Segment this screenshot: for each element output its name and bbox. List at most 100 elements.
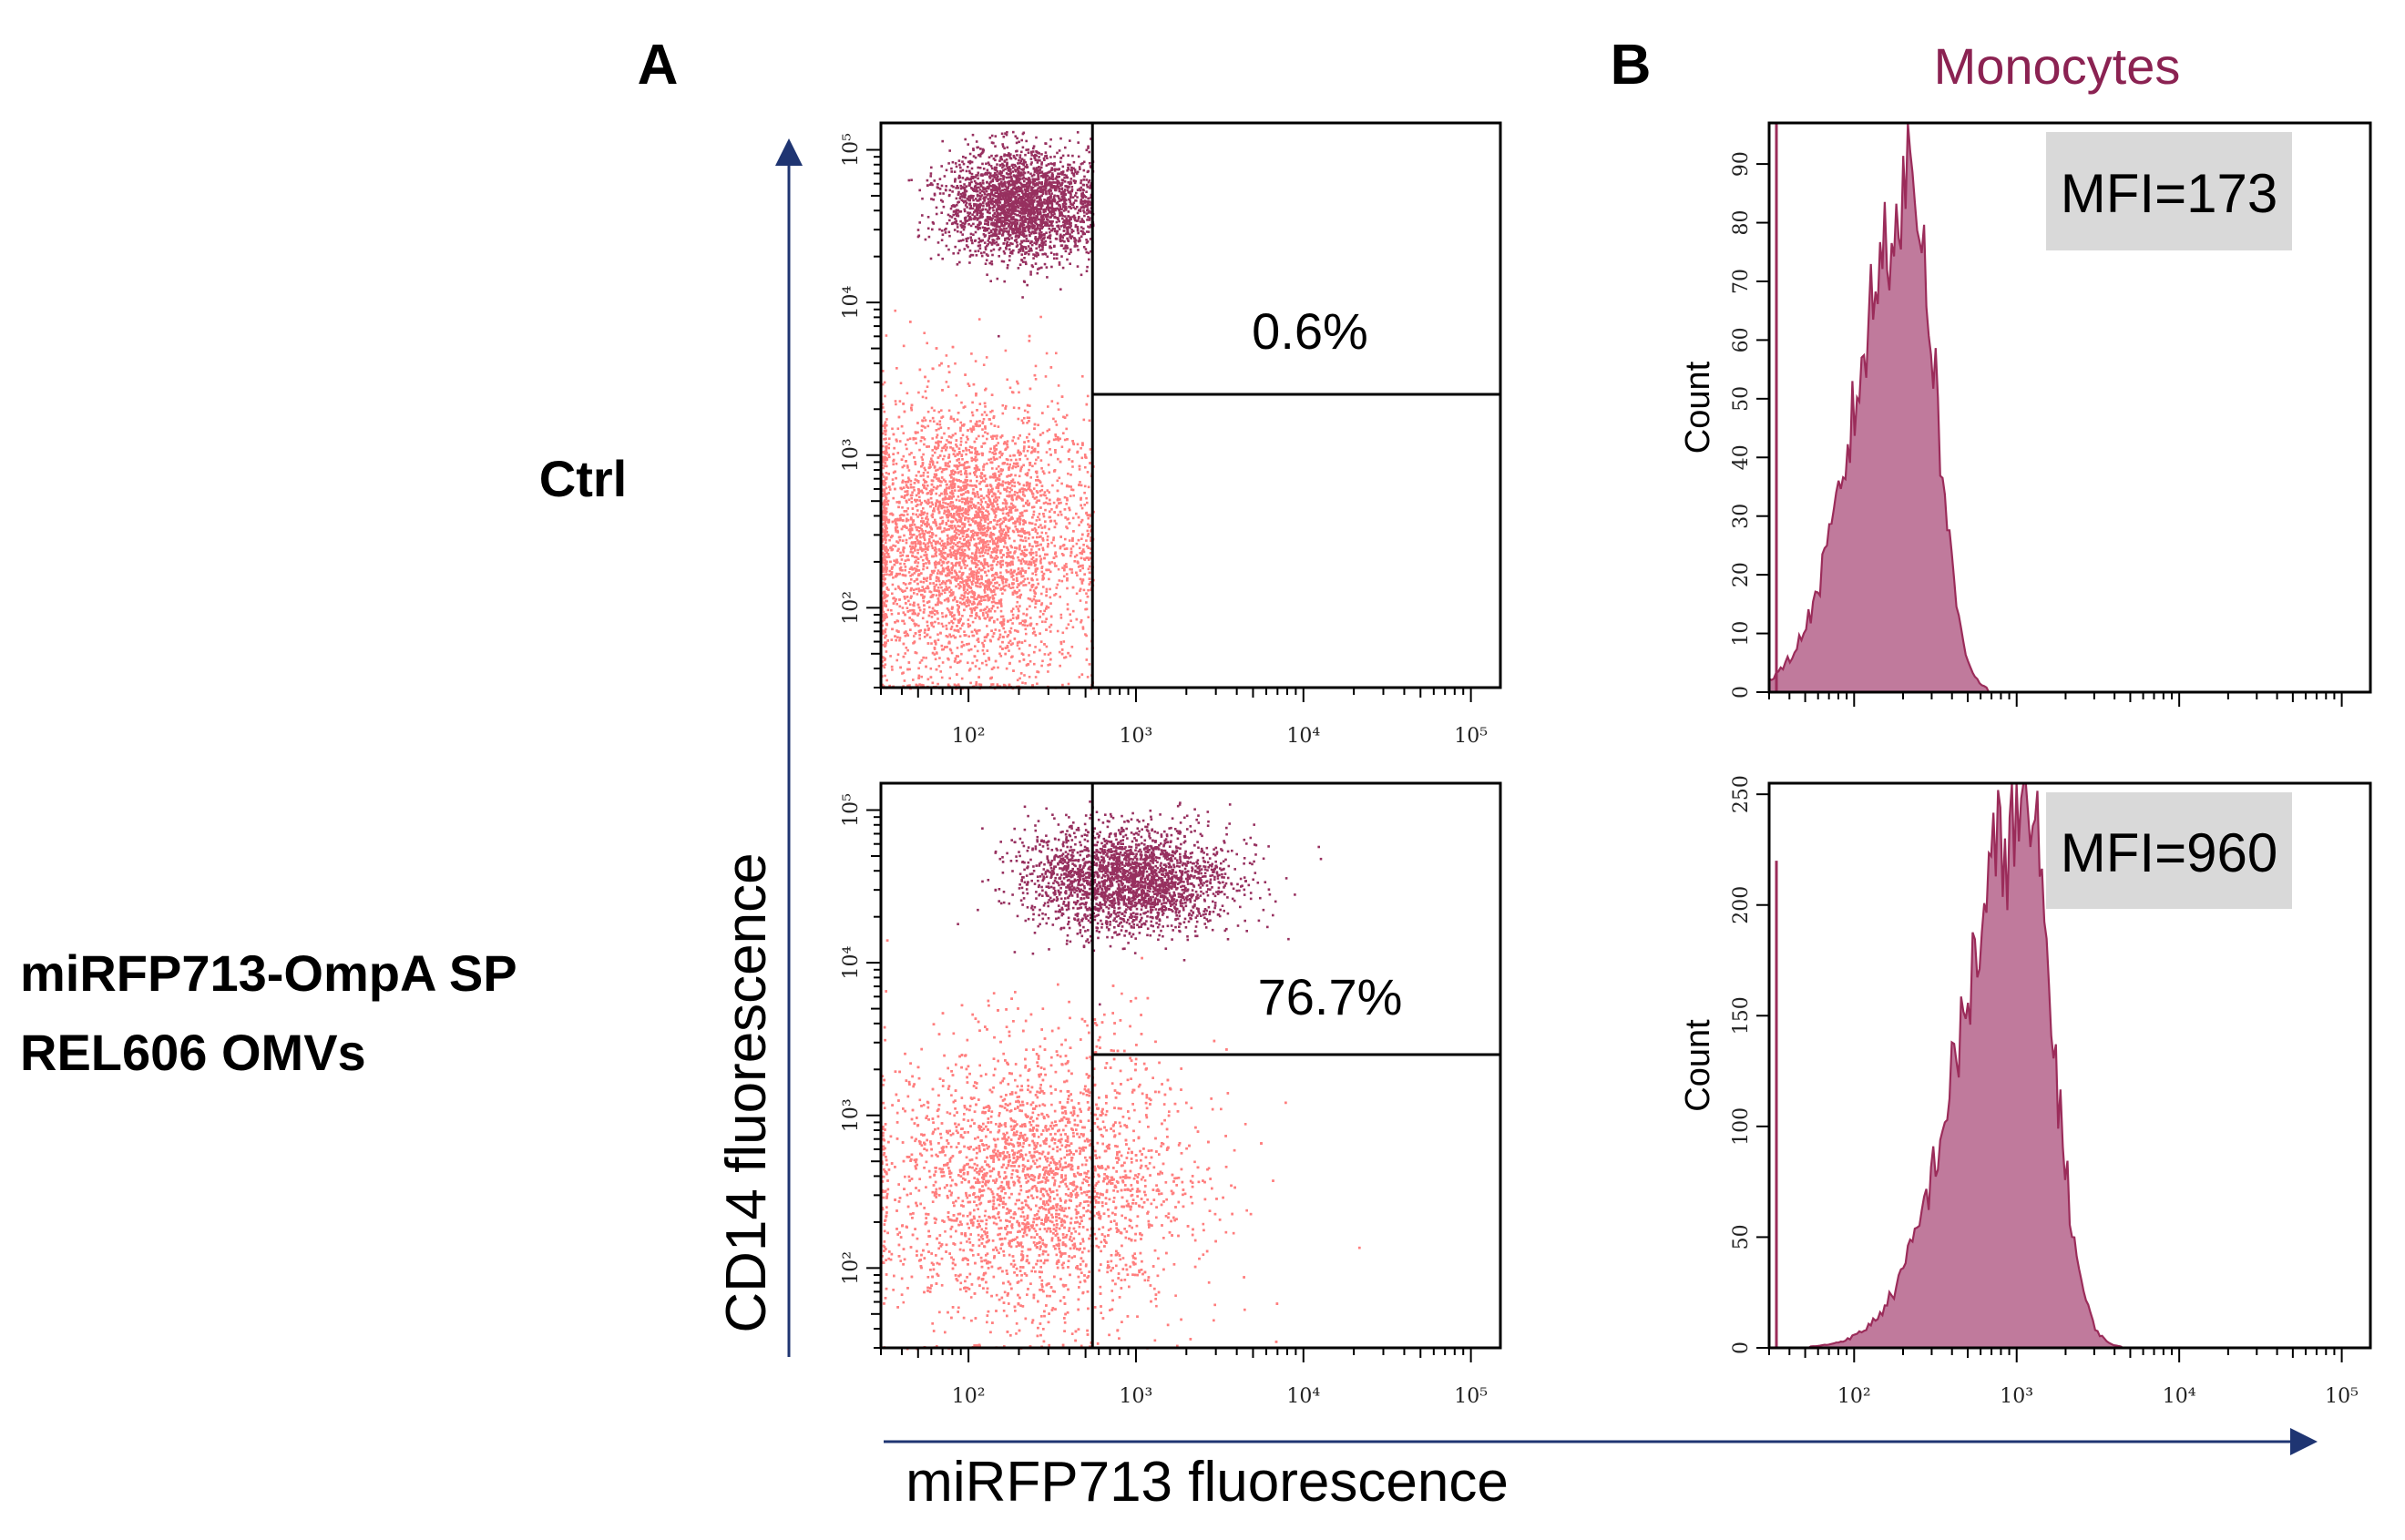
ctrl-dot-plot-point [895, 438, 898, 442]
ctrl-dot-plot-point [887, 518, 891, 522]
ctrl-dot-plot-point [997, 637, 1000, 641]
ctrl-dot-plot-point [902, 525, 905, 528]
ctrl-dot-plot-point [961, 488, 965, 492]
ctrl-dot-plot-point [932, 367, 935, 371]
ctrl-dot-plot-point [919, 629, 922, 632]
ctrl-dot-plot-point [984, 388, 987, 392]
ctrl-dot-plot-point [916, 551, 919, 555]
ctrl-dot-plot-point [903, 562, 906, 566]
ctrl-dot-plot-point [974, 450, 977, 454]
ctrl-dot-plot-point [993, 434, 996, 438]
ctrl-dot-plot-point [984, 580, 988, 583]
ctrl-dot-plot-point [952, 417, 955, 421]
ctrl-dot-plot-point [935, 487, 938, 490]
ctrl-dot-plot-point [967, 585, 970, 587]
ctrl-dot-plot-point [980, 476, 983, 479]
ctrl-dot-plot-point [1028, 581, 1030, 585]
ctrl-dot-plot-point [956, 514, 958, 516]
ctrl-dot-plot-point [1022, 658, 1026, 661]
ctrl-dot-plot-point [1039, 494, 1042, 497]
ctrl-dot-plot-point [959, 437, 963, 440]
ctrl-dot-plot-point [947, 365, 950, 368]
ctrl-dot-plot-point [973, 570, 976, 574]
ctrl-dot-plot-point [970, 451, 973, 454]
ctrl-dot-plot-point [1033, 447, 1037, 451]
ctrl-dot-plot-point [1084, 633, 1087, 636]
ctrl-dot-plot-point [937, 427, 940, 431]
ctrl-dot-plot-point [989, 457, 993, 461]
ctrl-dot-plot-point [937, 577, 940, 581]
ctrl-dot-plot-point [933, 609, 936, 612]
ctrl-dot-plot-point [881, 483, 885, 485]
ctrl-dot-plot-point [881, 527, 885, 531]
ctrl-dot-plot-point [979, 531, 982, 535]
ctrl-dot-plot-point [985, 586, 988, 588]
ctrl-dot-plot-point [947, 555, 949, 558]
ctrl-dot-plot-point [930, 624, 934, 627]
ctrl-dot-plot-point [904, 613, 906, 617]
ctrl-dot-plot-point [959, 429, 962, 433]
ctrl-dot-plot-point [937, 504, 941, 507]
ctrl-dot-plot-point [985, 413, 988, 417]
ctrl-dot-plot-point [1001, 582, 1005, 585]
ctrl-dot-plot-point [1005, 507, 1008, 511]
ctrl-dot-plot-point [1020, 581, 1023, 584]
ctrl-dot-plot-point [1028, 521, 1031, 525]
ctrl-dot-plot-point [944, 545, 947, 548]
ctrl-dot-plot-point [885, 567, 888, 571]
ctrl-dot-plot-point [934, 451, 936, 454]
ctrl-dot-plot-point [891, 478, 895, 481]
ctrl-dot-plot-point [893, 559, 895, 562]
ctrl-dot-plot-point [953, 483, 957, 485]
ctrl-dot-plot-point [954, 636, 957, 639]
ctrl-dot-plot-point [986, 437, 988, 441]
ctrl-dot-plot-point [971, 529, 975, 533]
ctrl-dot-plot-point [976, 458, 978, 462]
ctrl-dot-plot-point [965, 511, 967, 515]
ctrl-dot-plot-point [1008, 465, 1011, 469]
ctrl-dot-plot-point [1038, 479, 1041, 483]
ctrl-dot-plot-point [1018, 488, 1021, 492]
ctrl-dot-plot-point [978, 582, 982, 586]
ctrl-dot-plot-point [881, 660, 884, 663]
ctrl-dot-plot-point [1059, 501, 1062, 505]
ctrl-dot-plot-point [917, 674, 921, 678]
ctrl-dot-plot-point [1063, 438, 1067, 442]
ctrl-dot-plot-point [1053, 525, 1057, 529]
ctrl-dot-plot-point [976, 606, 978, 609]
ctrl-dot-plot-point [926, 380, 930, 382]
ctrl-dot-plot-point [881, 382, 885, 386]
ctrl-dot-plot-point [942, 501, 945, 505]
ctrl-dot-plot-point [996, 618, 999, 621]
ctrl-dot-plot-point [982, 565, 985, 567]
ctrl-dot-plot-point [943, 497, 947, 501]
ctrl-dot-plot-point [887, 521, 890, 524]
ctrl-dot-plot-point [998, 537, 1002, 540]
ctrl-dot-plot-point [956, 520, 959, 524]
ctrl-dot-plot-point [930, 616, 934, 618]
ctrl-dot-plot-point [882, 489, 885, 493]
ctrl-dot-plot-point [947, 371, 951, 373]
ctrl-dot-plot-point [1043, 491, 1047, 494]
ctrl-dot-plot-point [931, 449, 934, 452]
ctrl-dot-plot-point [955, 393, 958, 397]
ctrl-dot-plot-point [973, 554, 977, 557]
ctrl-dot-plot-point [935, 579, 938, 583]
ctrl-dot-plot-point [888, 485, 891, 488]
ctrl-dot-plot-point [1050, 508, 1053, 511]
ctrl-dot-plot-point [892, 602, 895, 605]
ctrl-dot-plot-point [1016, 528, 1019, 531]
ctrl-dot-plot-point [970, 590, 974, 594]
ctrl-dot-plot-point [1022, 493, 1025, 496]
ctrl-dot-plot-point [950, 483, 953, 485]
ctrl-dot-plot-point [1086, 394, 1090, 398]
ctrl-dot-plot-point [1024, 584, 1028, 586]
ctrl-dot-plot-point [928, 576, 932, 578]
ctrl-dot-plot-point [902, 432, 906, 434]
ctrl-dot-plot-point [895, 440, 898, 443]
ctrl-dot-plot-point [902, 519, 905, 522]
ctrl-dot-plot-point [985, 535, 988, 537]
ctrl-dot-plot-point [1027, 597, 1030, 600]
ctrl-dot-plot-point [920, 548, 924, 551]
ctrl-dot-plot-point [908, 609, 912, 612]
